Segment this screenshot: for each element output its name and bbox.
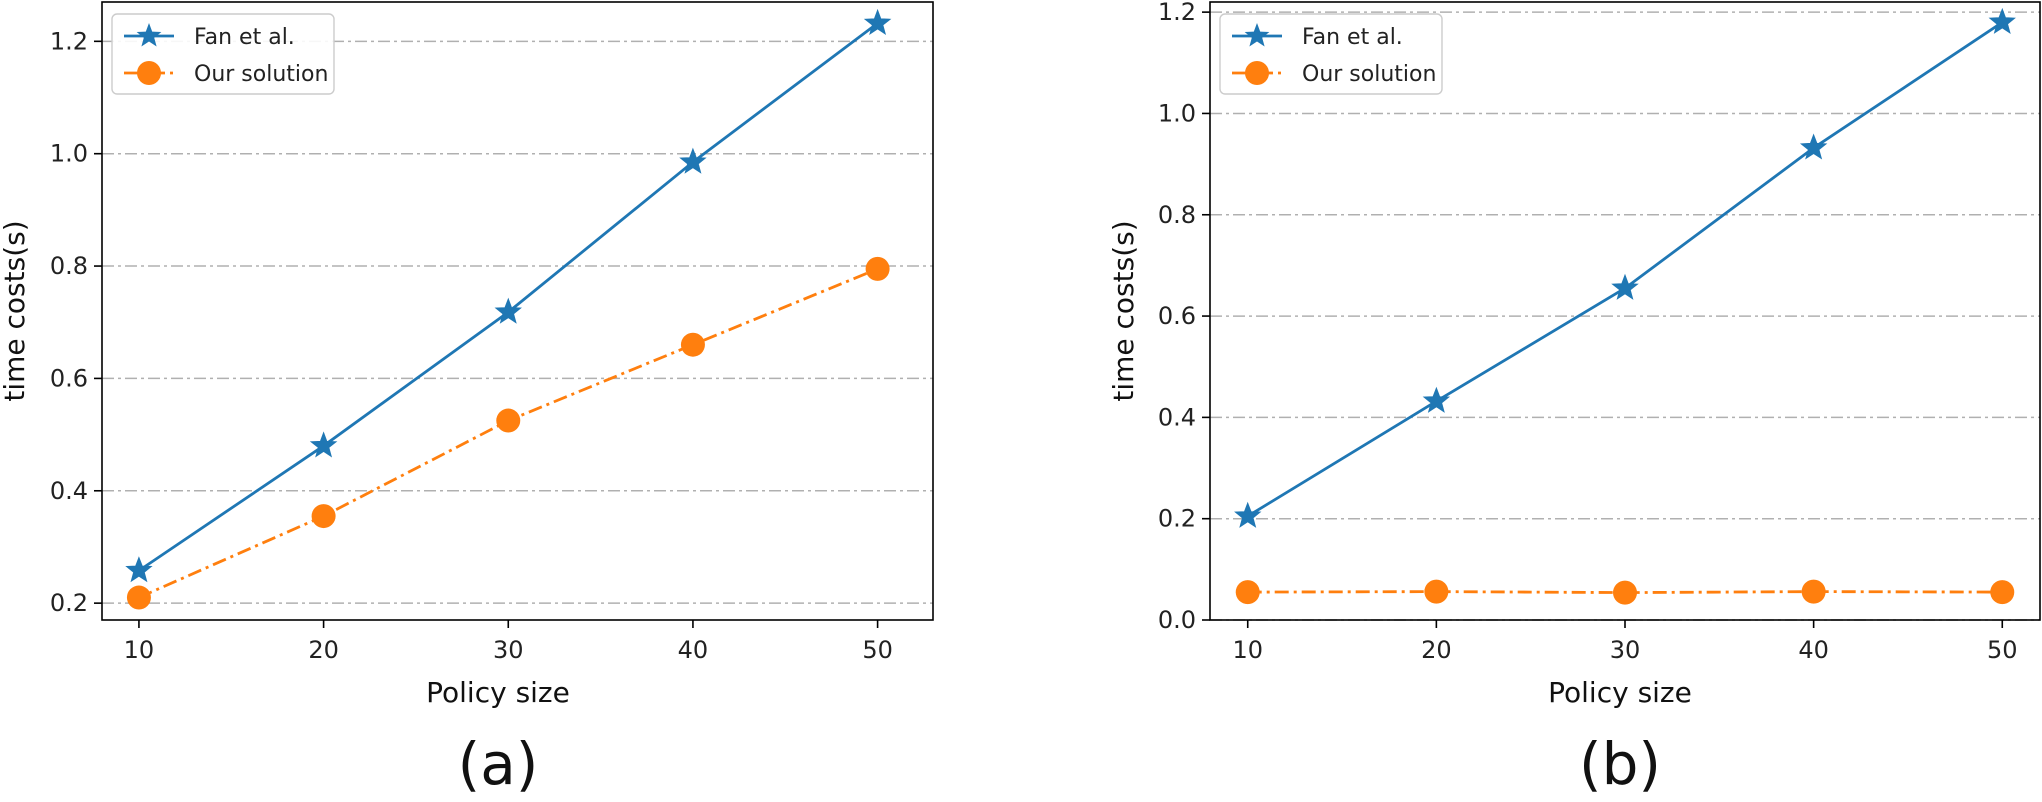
x-tick-label: 40 (1798, 636, 1829, 664)
y-tick-label: 1.2 (1158, 0, 1196, 26)
y-tick-label: 0.2 (50, 589, 88, 617)
y-tick-label: 0.0 (1158, 606, 1196, 634)
data-point-circle (1235, 580, 1260, 605)
data-point-circle (311, 504, 336, 529)
data-point-circle (1424, 579, 1449, 604)
legend-label: Fan et al. (1302, 25, 1403, 50)
x-tick-label: 10 (1232, 636, 1263, 664)
data-point-star (1611, 273, 1639, 300)
data-point-circle (680, 332, 705, 357)
data-point-star (125, 556, 153, 583)
x-tick-label: 30 (493, 636, 524, 664)
y-tick-label: 0.2 (1158, 505, 1196, 533)
x-tick-label: 10 (124, 636, 155, 664)
chart-panel-b: 0.0 0.2 0.4 0.6 0.8 1.0 1.2 10 20 30 40 50 Policy si… (1107, 0, 2041, 798)
data-point-star (863, 8, 892, 36)
series-line-fan-et-al (1246, 21, 2004, 518)
x-tick-label: 50 (862, 636, 893, 664)
series-line-fan-et-al (138, 22, 879, 572)
legend-label: Fan et al. (194, 25, 295, 50)
data-point-star (679, 147, 707, 174)
data-point-star (1799, 133, 1828, 160)
y-axis-label: time costs(s) (0, 220, 31, 401)
y-tick-label: 1.0 (50, 140, 88, 168)
legend-label: Our solution (194, 62, 328, 87)
y-tick-label: 1.2 (50, 27, 88, 55)
series-line-our-solution (1247, 590, 2003, 594)
legend-marker-star (136, 23, 162, 47)
data-point-star (1234, 501, 1262, 528)
y-tick-label: 0.8 (1158, 201, 1196, 229)
x-tick-label: 30 (1610, 636, 1641, 664)
legend-box (111, 13, 335, 95)
x-tick-label: 50 (1987, 636, 2018, 664)
legend-box (1219, 13, 1443, 95)
data-point-circle (1613, 580, 1637, 605)
data-point-circle (496, 408, 521, 433)
y-axis-label: time costs(s) (1107, 220, 1140, 401)
data-point-circle (1801, 579, 1826, 604)
data-point-circle (1990, 580, 2015, 605)
data-point-star (309, 431, 338, 458)
panel-label: (a) (458, 730, 539, 798)
legend-label: Our solution (1302, 62, 1436, 87)
x-tick-label: 20 (1421, 636, 1452, 664)
y-tick-label: 0.6 (1158, 302, 1196, 330)
x-tick-label: 40 (678, 636, 709, 664)
data-point-star (494, 297, 522, 324)
chart-panel-a: 0.2 0.4 0.6 0.8 1.0 1.2 10 20 30 40 50 Policy size t… (0, 1, 934, 798)
plot-frame (101, 1, 934, 621)
legend-marker-circle (1245, 61, 1269, 85)
x-axis-label: Policy size (1548, 676, 1692, 709)
x-axis-label: Policy size (426, 676, 570, 709)
data-point-circle (126, 585, 151, 610)
y-tick-label: 0.6 (50, 364, 88, 392)
y-tick-label: 0.4 (1158, 403, 1196, 431)
y-tick-label: 0.8 (50, 252, 88, 280)
y-tick-label: 1.0 (1158, 99, 1196, 127)
data-point-star (1988, 7, 2016, 34)
y-tick-label: 0.4 (50, 477, 88, 505)
panel-label: (b) (1579, 730, 1661, 798)
data-point-circle (865, 256, 890, 281)
legend-marker-star (1244, 23, 1270, 47)
data-point-star (1422, 386, 1451, 413)
x-tick-label: 20 (308, 636, 339, 664)
legend-marker-circle (137, 61, 161, 85)
